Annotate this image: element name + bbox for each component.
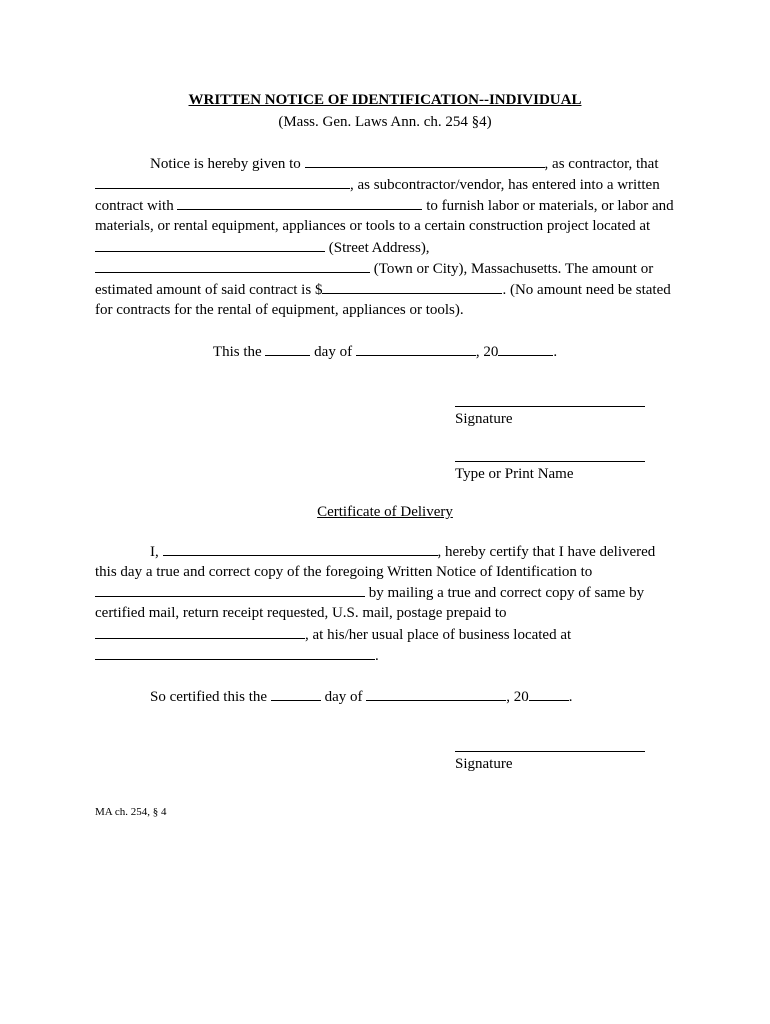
document-subtitle: (Mass. Gen. Laws Ann. ch. 254 §4) bbox=[95, 112, 675, 132]
text-segment: , 20 bbox=[476, 344, 499, 360]
text-segment: , at his/her usual place of business loc… bbox=[305, 627, 571, 643]
subcontractor-blank[interactable] bbox=[95, 174, 350, 189]
text-segment: Notice is hereby given to bbox=[150, 156, 305, 172]
text-segment: , 20 bbox=[506, 689, 529, 705]
signature-block-1: Signature bbox=[455, 392, 675, 429]
cert-year-blank[interactable] bbox=[529, 686, 569, 701]
notice-paragraph: Notice is hereby given to , as contracto… bbox=[95, 153, 675, 321]
contractor-blank[interactable] bbox=[305, 153, 545, 168]
delivered-to-blank[interactable] bbox=[95, 582, 365, 597]
cert-day-blank[interactable] bbox=[271, 686, 321, 701]
mailed-to-blank[interactable] bbox=[95, 624, 305, 639]
footer-citation: MA ch. 254, § 4 bbox=[95, 805, 675, 820]
document-title: WRITTEN NOTICE OF IDENTIFICATION--INDIVI… bbox=[95, 90, 675, 110]
text-segment: . bbox=[553, 344, 557, 360]
month-blank[interactable] bbox=[356, 341, 476, 356]
text-segment: I, bbox=[150, 544, 163, 560]
text-segment: This the bbox=[213, 344, 266, 360]
text-segment: . bbox=[375, 648, 379, 664]
street-address-blank[interactable] bbox=[95, 237, 325, 252]
certifier-name-blank[interactable] bbox=[163, 541, 438, 556]
cert-signature-label: Signature bbox=[455, 754, 675, 774]
signature-block-3: Signature bbox=[455, 737, 675, 774]
text-segment: day of bbox=[321, 689, 366, 705]
text-segment: day of bbox=[310, 344, 355, 360]
text-segment: , as contractor, that bbox=[545, 156, 659, 172]
town-city-blank[interactable] bbox=[95, 258, 370, 273]
text-segment: So certified this the bbox=[150, 689, 271, 705]
print-name-line[interactable] bbox=[455, 447, 645, 462]
cert-month-blank[interactable] bbox=[366, 686, 506, 701]
signature-line[interactable] bbox=[455, 392, 645, 407]
year-blank[interactable] bbox=[498, 341, 553, 356]
text-segment: (Street Address), bbox=[325, 240, 430, 256]
signature-label: Signature bbox=[455, 409, 675, 429]
date-line-1: This the day of , 20. bbox=[95, 341, 675, 362]
amount-blank[interactable] bbox=[322, 279, 502, 294]
day-blank[interactable] bbox=[265, 341, 310, 356]
certificate-title: Certificate of Delivery bbox=[95, 502, 675, 522]
print-name-label: Type or Print Name bbox=[455, 464, 675, 484]
date-line-2: So certified this the day of , 20. bbox=[95, 686, 675, 707]
contract-with-blank[interactable] bbox=[177, 195, 422, 210]
text-segment: . bbox=[569, 689, 573, 705]
cert-signature-line[interactable] bbox=[455, 737, 645, 752]
certificate-paragraph: I, , hereby certify that I have delivere… bbox=[95, 541, 675, 667]
business-location-blank[interactable] bbox=[95, 645, 375, 660]
signature-block-2: Type or Print Name bbox=[455, 447, 675, 484]
